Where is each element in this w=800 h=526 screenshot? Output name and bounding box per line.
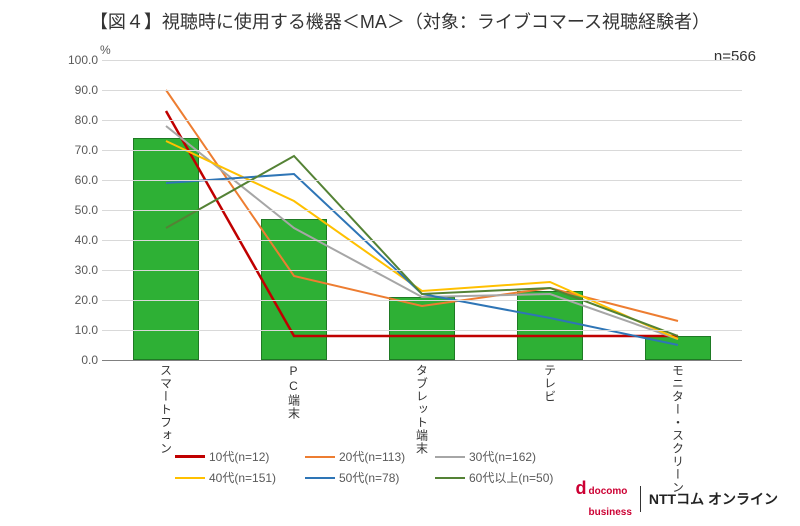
x-category-label: テレビ bbox=[542, 364, 559, 403]
gridline bbox=[102, 210, 742, 211]
y-tick-label: 50.0 bbox=[58, 203, 98, 217]
plot-area bbox=[102, 60, 742, 360]
y-tick-label: 70.0 bbox=[58, 143, 98, 157]
x-category-label: PC端末 bbox=[286, 364, 303, 420]
docomo-line2: business bbox=[589, 507, 632, 518]
docomo-line1: docomo bbox=[589, 486, 628, 497]
legend-label: 30代(n=162) bbox=[469, 448, 536, 465]
ntt-logo-text: NTTコム オンライン bbox=[649, 489, 778, 509]
legend-label: 10代(n=12) bbox=[209, 448, 269, 465]
bar bbox=[517, 291, 584, 360]
legend-item: 20代(n=113) bbox=[305, 448, 415, 465]
y-tick-label: 80.0 bbox=[58, 113, 98, 127]
gridline bbox=[102, 60, 742, 61]
legend-item: 30代(n=162) bbox=[435, 448, 545, 465]
x-category-label: スマートフォン bbox=[158, 364, 175, 455]
gridline bbox=[102, 240, 742, 241]
docomo-logo-icon: d docomo business bbox=[576, 478, 632, 520]
legend-swatch bbox=[305, 477, 335, 479]
y-axis-unit: % bbox=[100, 43, 111, 57]
x-category-label: タブレット端末 bbox=[414, 364, 431, 455]
docomo-d: d bbox=[576, 478, 587, 499]
gridline bbox=[102, 330, 742, 331]
legend-swatch bbox=[175, 477, 205, 479]
legend-label: 50代(n=78) bbox=[339, 469, 399, 486]
gridline bbox=[102, 120, 742, 121]
y-tick-label: 40.0 bbox=[58, 233, 98, 247]
legend-label: 20代(n=113) bbox=[339, 448, 405, 465]
y-tick-label: 30.0 bbox=[58, 263, 98, 277]
chart-region: % 0.0 10.0 20.0 30.0 40.0 50.0 60.0 70.0 80.0 90.… bbox=[58, 44, 758, 374]
footer-logo: d docomo business NTTコム オンライン bbox=[576, 478, 778, 520]
logo-divider bbox=[640, 486, 641, 512]
gridline bbox=[102, 150, 742, 151]
chart-title: 【図４】視聴時に使用する機器＜MA＞（対象：ライブコマース視聴経験者） bbox=[0, 8, 800, 34]
y-tick-label: 0.0 bbox=[58, 353, 98, 367]
legend-swatch bbox=[435, 456, 465, 458]
bar bbox=[133, 138, 200, 360]
legend-swatch bbox=[435, 477, 465, 479]
bar bbox=[389, 297, 456, 360]
y-tick-label: 60.0 bbox=[58, 173, 98, 187]
legend-item: 10代(n=12) bbox=[175, 448, 285, 465]
legend-item: 40代(n=151) bbox=[175, 469, 285, 486]
gridline bbox=[102, 90, 742, 91]
legend-item: 50代(n=78) bbox=[305, 469, 415, 486]
y-tick-label: 10.0 bbox=[58, 323, 98, 337]
legend-label: 60代以上(n=50) bbox=[469, 469, 553, 486]
y-tick-label: 100.0 bbox=[58, 53, 98, 67]
legend-label: 40代(n=151) bbox=[209, 469, 276, 486]
gridline bbox=[102, 300, 742, 301]
y-tick-label: 20.0 bbox=[58, 293, 98, 307]
gridline bbox=[102, 360, 742, 361]
legend-swatch bbox=[305, 456, 335, 458]
y-tick-label: 90.0 bbox=[58, 83, 98, 97]
gridline bbox=[102, 180, 742, 181]
bar bbox=[645, 336, 712, 360]
legend-item: 60代以上(n=50) bbox=[435, 469, 553, 486]
legend-swatch bbox=[175, 455, 205, 458]
gridline bbox=[102, 270, 742, 271]
series-line bbox=[166, 90, 678, 321]
